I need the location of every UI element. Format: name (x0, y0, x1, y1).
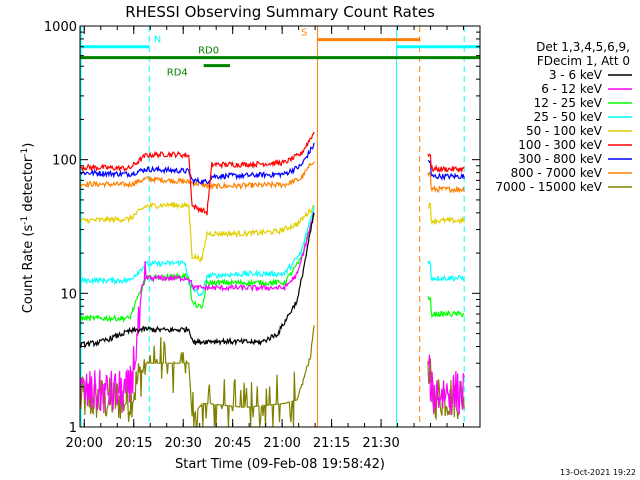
chart-marks: N S RD0 RD4 (79, 26, 480, 428)
series-line-50-100-kev (79, 201, 315, 263)
legend-label-12-25-kev: 12 - 25 keV (534, 96, 603, 110)
x-tick-label-0: 20:00 (66, 436, 103, 451)
legend-header-line1: Det 1,3,4,5,6,9, (536, 40, 630, 54)
series-line-6-12-kev (79, 211, 315, 414)
series-line-800-7000-kev-segment2 (427, 171, 465, 194)
flag-label-n: N (154, 35, 161, 46)
y-axis-ticks: 1 10 100 1000 (44, 20, 480, 436)
x-tick-label-5: 21:15 (313, 436, 350, 451)
series-line-12-25-kev-segment2 (427, 296, 465, 319)
plot-frame (79, 25, 481, 428)
legend: Det 1,3,4,5,6,9, FDecim 1, Att 0 3 - 6 k… (495, 40, 632, 194)
legend-label-6-12-kev: 6 - 12 keV (541, 82, 603, 96)
legend-label-25-50-kev: 25 - 50 keV (534, 110, 603, 124)
series-line-6-12-kev-segment2 (427, 354, 465, 416)
x-tick-label-1: 20:15 (115, 436, 152, 451)
series-line-300-800-kev (79, 142, 315, 186)
y-tick-label-2: 100 (52, 154, 77, 169)
x-tick-label-2: 20:30 (164, 436, 201, 451)
series-line-800-7000-kev (79, 161, 315, 191)
series-line-25-50-kev (79, 205, 315, 297)
y-tick-label-3: 1000 (44, 20, 77, 35)
flag-label-rd0: RD0 (198, 46, 219, 57)
legend-label-3-6-kev: 3 - 6 keV (549, 68, 603, 82)
legend-label-100-300-kev: 100 - 300 keV (518, 138, 602, 152)
legend-header-line2: FDecim 1, Att 0 (537, 54, 630, 68)
x-tick-label-3: 20:45 (214, 436, 251, 451)
series-line-50-100-kev-segment2 (427, 202, 465, 226)
series-line-100-300-kev-segment2 (427, 153, 465, 173)
series-line-12-25-kev (79, 214, 315, 324)
y-axis-label: Count Rate (s-1 detector-1) (20, 143, 36, 314)
y-tick-label-0: 1 (69, 421, 77, 436)
x-tick-label-6: 21:30 (362, 436, 399, 451)
legend-label-7000-15000-kev: 7000 - 15000 keV (495, 180, 602, 194)
y-tick-label-1: 10 (60, 287, 77, 302)
legend-label-300-800-kev: 300 - 800 keV (518, 152, 602, 166)
chart-title: RHESSI Observing Summary Count Rates (125, 3, 435, 21)
legend-label-800-7000-kev: 800 - 7000 keV (511, 166, 603, 180)
series-line-100-300-kev (79, 131, 315, 216)
x-axis-label: Start Time (09-Feb-08 19:58:42) (175, 457, 385, 472)
series-line-25-50-kev-segment2 (427, 259, 465, 283)
series-line-300-800-kev-segment2 (427, 159, 465, 181)
series-line-3-6-kev (79, 212, 315, 349)
flag-label-s: S (301, 28, 307, 39)
footer-timestamp: 13-Oct-2021 19:22 (560, 468, 636, 477)
legend-label-50-100-kev: 50 - 100 keV (526, 124, 603, 138)
x-tick-label-4: 21:00 (263, 436, 300, 451)
data-series (79, 131, 465, 428)
x-axis-ticks: 20:00 20:15 20:30 20:45 21:00 21:15 21:30 (66, 26, 481, 451)
flag-label-rd4: RD4 (167, 68, 188, 79)
